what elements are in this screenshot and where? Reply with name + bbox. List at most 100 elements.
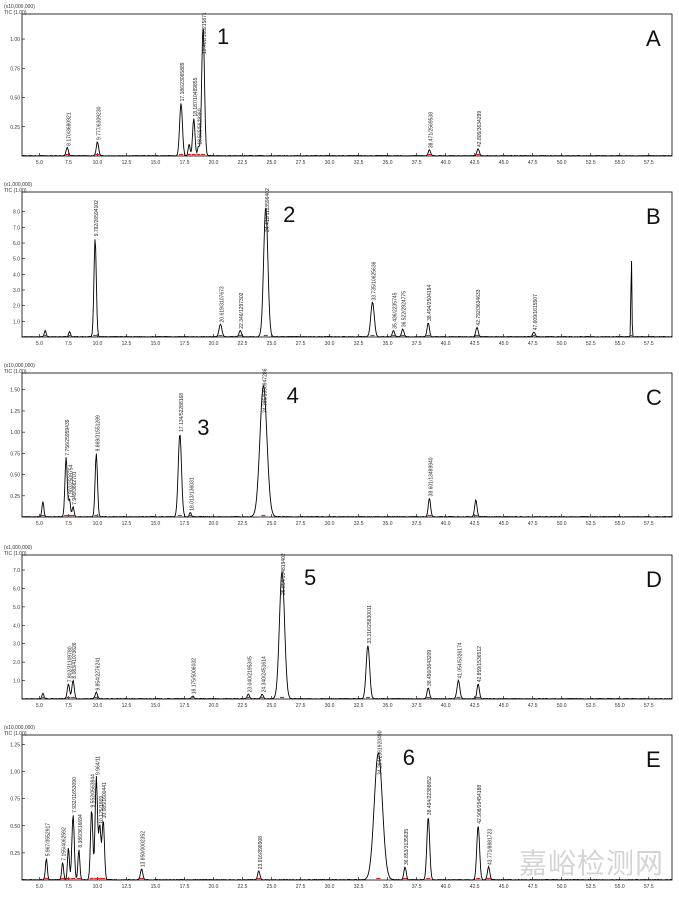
x-tick-label: 42.5 [470,703,480,709]
x-tick-label: 42.5 [470,341,480,347]
plot-frame [21,554,673,700]
x-tick-label: 7.5 [65,703,72,709]
peak-label: 7.155/4062592 [62,827,68,861]
peak-label: 33.316/25830011 [367,605,373,644]
peak-label: 19.402/168215871 [202,12,208,54]
y-tick-label: 0.50 [10,824,20,830]
x-tick-label: 12.5 [122,521,132,527]
y-tick-label: 5.0 [13,257,20,263]
x-tick-label: 12.5 [122,703,132,709]
panel-D: (x1,000,000)TIC (1.00) 1.0 2.0 3.0 4.0 5.0 6.0… [4,545,673,709]
peak-label: 20.619/3107673 [219,286,225,322]
x-tick-label: 52.5 [586,703,596,709]
x-tick-label: 35.0 [383,341,393,347]
x-tick-label: 50.0 [557,703,567,709]
panel-letter: B [646,204,661,229]
peak-label: 38.471/2569538 [428,112,434,148]
x-tick-label: 55.0 [615,521,625,527]
peak-label: 5.967/3552917 [45,823,51,857]
x-tick-label: 42.5 [470,521,480,527]
x-tick-label: 47.5 [528,160,538,166]
x-tick-label: 25.0 [267,884,277,890]
y-tick-label: 0.25 [10,851,20,857]
scale-label: (x1,000,000) [4,545,32,551]
y-tick-label: 0.25 [10,125,20,131]
y-tick-label: 1.0 [13,319,20,325]
peak-label: 18.187/10489855 [193,77,199,116]
peak-label: 7.932/11653090 [72,777,78,813]
y-tick-label: 0.50 [10,473,20,479]
peak-label: 38.494/22388652 [427,776,433,815]
peak-label: 7.949/3662701 [72,471,78,505]
x-tick-label: 17.5 [180,341,190,347]
x-tick-label: 5.0 [36,341,43,347]
scale-label: (x10,000,000) [4,725,35,731]
panel-letter: E [646,747,661,772]
panel-letter: C [646,385,662,410]
x-tick-label: 52.5 [586,884,596,890]
peak-label: 17.186/23065889 [180,62,186,101]
panel-A: (x10,000,000)TIC (1.00) 0.25 0.50 0.75 1.00 5… [4,4,673,166]
x-tick-label: 57.5 [644,341,654,347]
x-tick-label: 35.0 [383,884,393,890]
peak-label: 7.756/25959439 [65,419,71,455]
y-tick-label: 5.0 [13,605,20,611]
y-tick-label: 1.25 [10,409,20,415]
y-tick-label: 7.0 [13,568,20,574]
plot-frame [21,372,673,518]
x-tick-label: 25.0 [267,341,277,347]
peak-label: 9.964/11 [95,756,101,775]
x-tick-label: 55.0 [615,884,625,890]
y-tick-label: 1.00 [10,37,20,43]
peak-label: 34.294/2361920490 [377,730,383,775]
peak-label: 42.805/3634299 [477,111,483,147]
x-tick-label: 15.0 [151,703,161,709]
peak-label: 42.908/29454188 [477,785,483,824]
y-tick-label: 0.75 [10,797,20,803]
peak-label: 9.792/26594102 [94,200,100,236]
x-tick-label: 5.0 [36,160,43,166]
x-tick-label: 37.5 [412,160,422,166]
tic-trace [21,207,673,338]
x-tick-label: 27.5 [296,521,306,527]
peak-label: 23.040/2195345 [247,656,253,692]
x-tick-label: 10.0 [93,521,103,527]
x-tick-label: 22.5 [238,703,248,709]
peak-label: 18.013/136031 [189,477,195,511]
x-tick-label: 35.0 [383,703,393,709]
plot-frame [21,13,673,157]
x-tick-label: 22.5 [238,521,248,527]
y-tick-label: 0.75 [10,451,20,457]
x-tick-label: 30.0 [325,341,335,347]
x-tick-label: 47.5 [528,341,538,347]
peak-label: 24.340/2451614 [261,656,267,692]
x-tick-label: 12.5 [122,341,132,347]
compound-number: 1 [217,24,229,49]
x-tick-label: 27.5 [296,703,306,709]
x-tick-label: 10.0 [93,884,103,890]
plot-frame [21,191,673,338]
y-tick-label: 7.0 [13,225,20,231]
peak-label: 8.083/41073626 [72,642,78,678]
x-tick-label: 32.5 [354,703,364,709]
x-tick-label: 27.5 [296,160,306,166]
panel-letter: D [646,567,662,592]
tic-trace [21,384,673,518]
x-tick-label: 45.0 [499,703,509,709]
x-tick-label: 10.0 [93,160,103,166]
x-tick-label: 57.5 [644,703,654,709]
x-tick-label: 32.5 [354,160,364,166]
peak-label: 17.134/52288168 [179,393,185,432]
tic-trace [21,752,673,881]
peak-label: 35.436/2235745 [392,292,398,328]
x-tick-label: 57.5 [644,160,654,166]
x-tick-label: 37.5 [412,341,422,347]
x-tick-label: 42.5 [470,160,480,166]
x-tick-label: 52.5 [586,341,596,347]
x-tick-label: 22.5 [238,341,248,347]
watermark-text: 嘉峪检测网 [519,847,665,880]
y-tick-label: 4.0 [13,272,20,278]
x-tick-label: 45.0 [499,341,509,347]
peak-label: 7.802/31109780 [67,646,73,682]
peak-label: 38.494/2504194 [427,285,433,321]
